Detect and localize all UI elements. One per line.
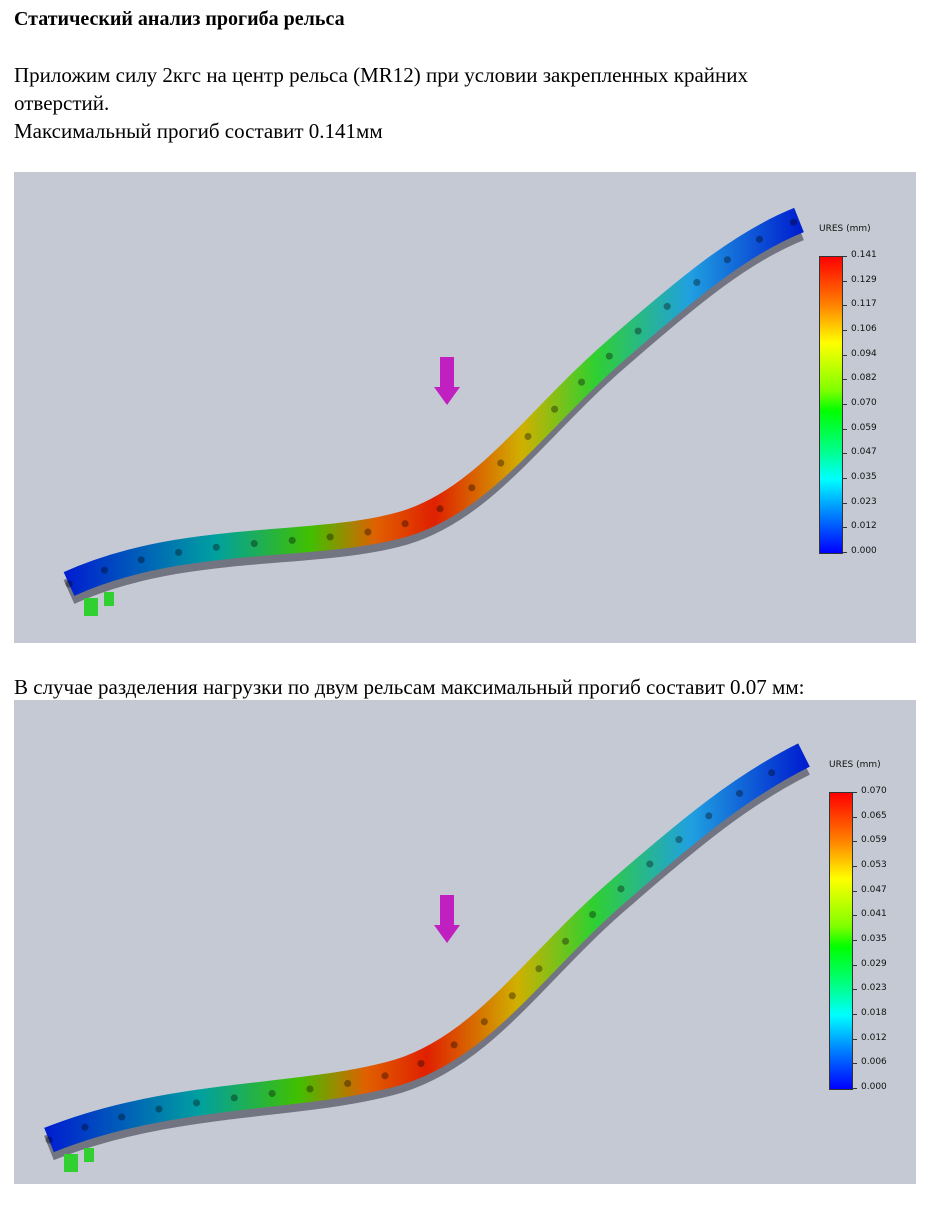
legend-label: 0.141 [851, 250, 877, 260]
legend-colorbar [819, 256, 843, 554]
legend-title: URES (mm) [829, 760, 881, 770]
legend-tick [853, 915, 857, 917]
rail-model [63, 207, 804, 616]
legend-tick [853, 989, 857, 991]
intro-text-line1: Приложим силу 2кгс на центр рельса (MR12… [14, 63, 748, 87]
legend-label: 0.035 [851, 472, 877, 482]
legend-tick [853, 1088, 857, 1089]
legend-tick [853, 841, 857, 843]
legend-label: 0.035 [861, 934, 887, 944]
legend-tick [843, 354, 847, 356]
rail-body [44, 743, 810, 1153]
legend-tick [843, 502, 847, 504]
legend-label: 0.053 [861, 860, 887, 870]
legend-label: 0.106 [851, 324, 877, 334]
legend-tick [853, 1063, 857, 1065]
legend-label: 0.059 [861, 835, 887, 846]
legend-label: 0.041 [861, 909, 887, 920]
legend-tick [843, 280, 847, 282]
legend-tick [853, 866, 857, 867]
legend-title: URES (mm) [819, 224, 871, 234]
legend-label: 0.006 [861, 1057, 887, 1068]
legend-tick [843, 453, 847, 455]
fixture-left-icon [64, 1148, 94, 1172]
legend-colorbar [829, 792, 853, 1090]
legend-label: 0.000 [851, 546, 877, 556]
intro-text-line3: Максимальный прогиб составит 0.141мм [14, 119, 383, 143]
fea-result-image-two-rails: URES (mm) 0.070 0.065 0.059 0.053 0.047 0.041 0… [14, 700, 916, 1184]
fixture-left-icon [84, 592, 114, 616]
legend-label: 0.082 [851, 373, 877, 384]
rail-model [44, 743, 810, 1172]
legend-tick [853, 816, 857, 818]
legend-label: 0.129 [851, 274, 877, 285]
legend-tick [853, 792, 857, 793]
legend-label: 0.059 [851, 422, 877, 433]
legend-tick [843, 379, 847, 381]
legend-label: 0.047 [861, 884, 887, 895]
legend-label: 0.070 [861, 786, 887, 796]
legend-tick [843, 256, 847, 257]
legend-label: 0.065 [861, 810, 887, 821]
legend-label: 0.012 [851, 521, 877, 532]
legend-label: 0.094 [851, 348, 877, 359]
legend-tick [853, 1014, 857, 1015]
legend-label: 0.012 [861, 1032, 887, 1043]
fea-result-image-single-rail: URES (mm) 0.141 0.129 0.117 0.106 0.094 0.082 0… [14, 172, 916, 643]
force-arrow-icon [434, 357, 460, 405]
intro-text-line2: отверстий. [14, 91, 110, 115]
legend-tick [843, 527, 847, 529]
legend-label: 0.023 [851, 496, 877, 507]
legend-label: 0.018 [861, 1008, 887, 1018]
legend-label: 0.000 [861, 1082, 887, 1092]
legend-label: 0.023 [861, 983, 887, 994]
rail-body [63, 207, 804, 596]
legend-tick [853, 890, 857, 892]
page-title: Статический анализ прогиба рельса [14, 8, 345, 30]
legend-tick [843, 552, 847, 553]
legend-tick [853, 1038, 857, 1040]
legend-tick [843, 428, 847, 430]
color-legend: URES (mm) 0.070 0.065 0.059 0.053 0.047 0.041 0… [829, 760, 909, 1100]
legend-label: 0.047 [851, 447, 877, 458]
color-legend: URES (mm) 0.141 0.129 0.117 0.106 0.094 0.082 0… [819, 224, 899, 564]
legend-label: 0.029 [861, 958, 887, 969]
legend-tick [853, 964, 857, 966]
legend-tick [843, 478, 847, 479]
second-caption: В случае разделения нагрузки по двум рел… [14, 675, 805, 699]
legend-label: 0.070 [851, 398, 877, 408]
legend-tick [843, 330, 847, 331]
legend-label: 0.117 [851, 299, 877, 310]
force-arrow-icon [434, 895, 460, 943]
legend-tick [843, 404, 847, 405]
rail-holes [45, 751, 808, 1144]
legend-tick [853, 940, 857, 941]
legend-tick [843, 305, 847, 307]
